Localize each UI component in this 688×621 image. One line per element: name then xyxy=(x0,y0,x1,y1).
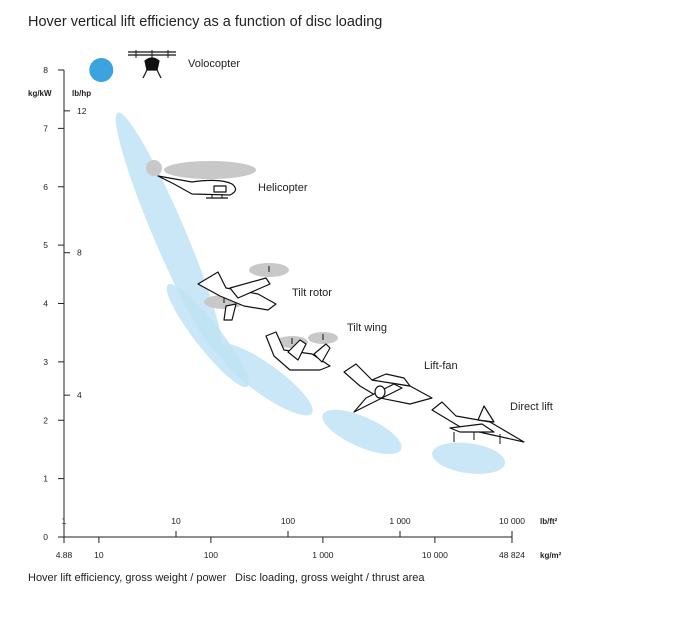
region-helicopter xyxy=(115,112,223,355)
lift-fan-icon xyxy=(343,363,433,413)
label-tilt-rotor: Tilt rotor xyxy=(292,287,332,299)
y-tick-label: 8 xyxy=(43,65,48,75)
y-axis-caption: Hover lift efficiency, gross weight / po… xyxy=(28,572,227,584)
x-bottom-tick-label: 4.88 xyxy=(56,550,73,560)
y-tick-label: 6 xyxy=(43,182,48,192)
x-axis-caption: Disc loading, gross weight / thrust area xyxy=(235,572,425,584)
y-tick-label: 1 xyxy=(43,474,48,484)
x-bottom-tick-label: 10 000 xyxy=(422,550,448,560)
x-top-tick-label: 10 000 xyxy=(499,516,525,526)
y-tick-label: 7 xyxy=(43,123,48,133)
region-direct-lift xyxy=(432,442,506,474)
x-top-tick-label: 100 xyxy=(281,516,295,526)
label-direct-lift: Direct lift xyxy=(510,401,553,413)
volocopter-point xyxy=(89,58,114,82)
y-tick-label: 3 xyxy=(43,357,48,367)
y-tick-label: 2 xyxy=(43,415,48,425)
y2-tick-label: 4 xyxy=(77,390,82,400)
x-top-tick-label: 1 xyxy=(62,516,67,526)
x-bottom-tick-label: 100 xyxy=(204,550,218,560)
tilt-rotor-icon xyxy=(197,263,289,321)
region-tilt-wing xyxy=(217,343,313,416)
y2-tick-label: 12 xyxy=(77,106,87,116)
x-ticks: 1 10 100 1 000 10 000 4.88 10 100 1 000 10 000 48 … xyxy=(56,516,526,560)
y-tick-label: 5 xyxy=(43,240,48,250)
direct-lift-icon xyxy=(431,401,525,444)
label-lift-fan: Lift-fan xyxy=(424,360,458,372)
x-top-tick-label: 1 000 xyxy=(389,516,411,526)
label-tilt-wing: Tilt wing xyxy=(347,322,387,334)
label-volocopter: Volocopter xyxy=(188,58,240,70)
chart-title: Hover vertical lift efficiency as a func… xyxy=(28,14,382,30)
x-unit-bottom: kg/m² xyxy=(540,551,562,560)
tilt-wing-icon xyxy=(265,331,338,371)
x-bottom-tick-label: 10 xyxy=(94,550,104,560)
regions-group xyxy=(115,112,506,474)
y2-tick-label: 8 xyxy=(77,248,82,258)
y-unit-secondary: lb/hp xyxy=(72,89,91,98)
y-unit-primary: kg/kW xyxy=(28,89,52,98)
x-bottom-tick-label: 48 824 xyxy=(499,550,525,560)
y-tick-label: 0 xyxy=(43,532,48,542)
x-top-tick-label: 10 xyxy=(171,516,181,526)
x-bottom-tick-label: 1 000 xyxy=(312,550,334,560)
region-lift-fan xyxy=(322,409,402,455)
helicopter-icon xyxy=(146,160,256,199)
y-tick-label: 4 xyxy=(43,299,48,309)
label-helicopter: Helicopter xyxy=(258,182,308,194)
x-unit-top: lb/ft² xyxy=(540,517,558,526)
volocopter-icon xyxy=(128,50,176,79)
